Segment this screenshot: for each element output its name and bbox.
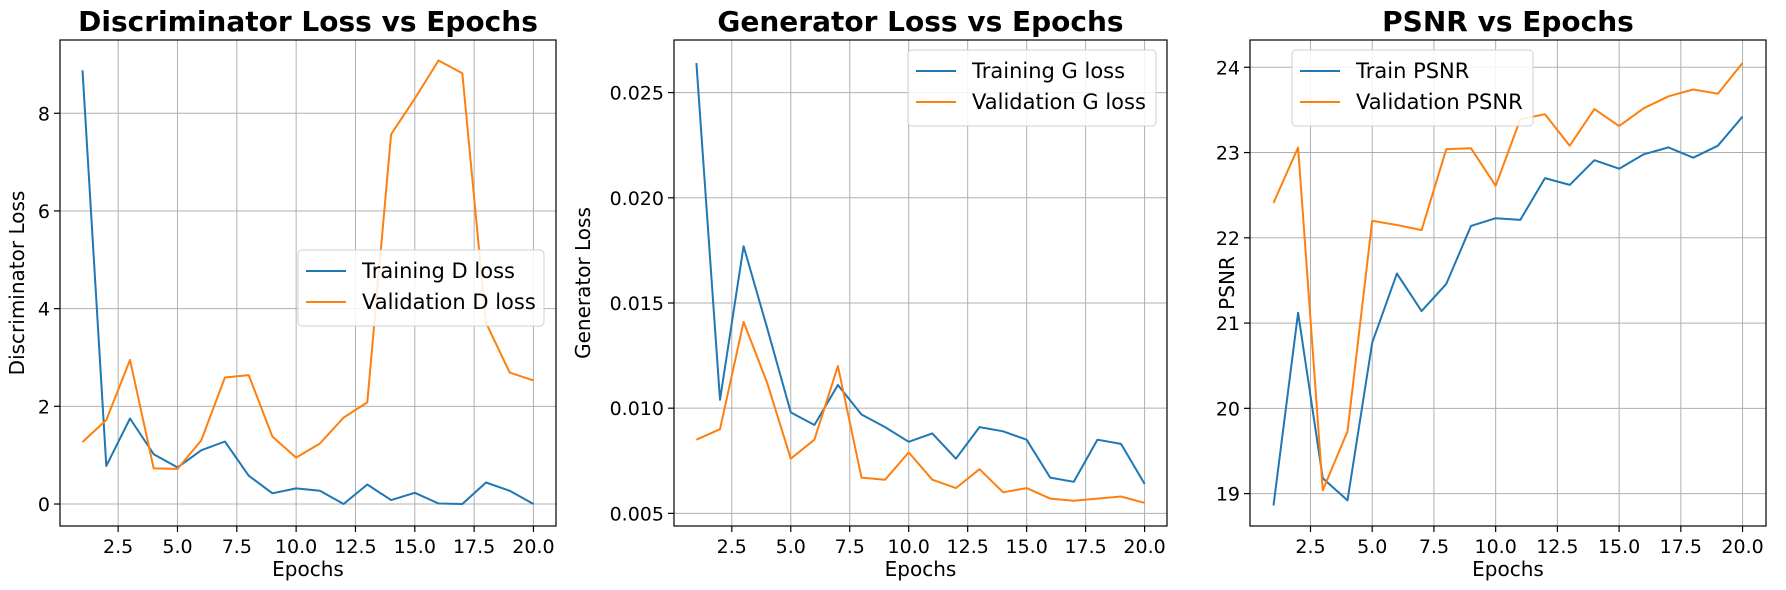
y-tick-label: 0.005 — [610, 503, 664, 525]
y-tick-label: 0.015 — [610, 293, 664, 315]
y-tick-label: 0 — [38, 494, 50, 516]
x-tick-label: 2.5 — [103, 536, 133, 558]
y-tick-label: 8 — [38, 103, 50, 125]
x-tick-label: 5.0 — [162, 536, 192, 558]
x-tick-label: 17.5 — [1064, 536, 1106, 558]
x-tick-label: 20.0 — [1123, 536, 1165, 558]
y-tick-label: 6 — [38, 201, 50, 223]
x-tick-label: 7.5 — [835, 536, 865, 558]
legend-label-1: Training G loss — [971, 59, 1125, 83]
x-tick-label: 10.0 — [1474, 536, 1516, 558]
y-tick-label: 23 — [1216, 143, 1240, 165]
series-line-2 — [695, 320, 1145, 504]
legend-box — [297, 249, 545, 327]
x-tick-label: 17.5 — [453, 536, 495, 558]
chart-panel-3: 2.5 5.0 7.5 10.0 12.5 15.0 17.5 20.0 19 20 21 22 23 2… — [1215, 5, 1767, 581]
x-tick-label: 5.0 — [776, 536, 806, 558]
x-tick-label: 7.5 — [222, 536, 252, 558]
legend-box — [907, 49, 1157, 127]
plot-frame — [673, 39, 1168, 527]
x-tick-label: 17.5 — [1660, 536, 1702, 558]
plot-frame — [59, 39, 557, 527]
legend-label-1: Training D loss — [361, 259, 515, 283]
x-tick-label: 2.5 — [717, 536, 747, 558]
legend: Train PSNR Validation PSNR — [1291, 49, 1534, 127]
y-tick-label: 0.020 — [610, 188, 664, 210]
legend: Training D loss Validation D loss — [297, 249, 545, 327]
x-tick-label: 12.5 — [334, 536, 376, 558]
x-tick-label: 5.0 — [1357, 536, 1387, 558]
chart-title: PSNR vs Epochs — [1382, 5, 1634, 38]
series-line-2 — [1272, 62, 1744, 492]
y-tick-label: 2 — [38, 396, 50, 418]
y-tick-label: 22 — [1216, 228, 1240, 250]
y-tick-label: 0.010 — [610, 398, 664, 420]
y-axis-label: Generator Loss — [571, 207, 595, 359]
y-tick-label: 24 — [1216, 57, 1240, 79]
chart-title: Discriminator Loss vs Epochs — [78, 5, 538, 38]
plot-frame — [1249, 39, 1767, 527]
x-tick-label: 10.0 — [888, 536, 930, 558]
x-tick-label: 2.5 — [1295, 536, 1325, 558]
y-tick-label: 20 — [1216, 398, 1240, 420]
chart-panel-2: 2.5 5.0 7.5 10.0 12.5 15.0 17.5 20.0 0.005 0.010 0… — [571, 5, 1168, 581]
y-axis-label: PSNR — [1215, 256, 1239, 310]
x-tick-label: 7.5 — [1419, 536, 1449, 558]
x-tick-label: 20.0 — [512, 536, 554, 558]
y-axis-label: Discriminator Loss — [5, 191, 29, 376]
legend-label-1: Train PSNR — [1355, 59, 1469, 83]
legend-box — [1291, 49, 1534, 127]
x-axis-label: Epochs — [1472, 557, 1544, 581]
series-line-1 — [695, 63, 1146, 485]
y-tick-label: 0.025 — [610, 83, 664, 105]
series-line-1 — [1272, 116, 1744, 506]
y-tick-label: 4 — [38, 299, 50, 321]
legend-label-2: Validation G loss — [972, 90, 1146, 114]
x-tick-label: 15.0 — [1598, 536, 1640, 558]
y-tick-label: 19 — [1216, 484, 1240, 506]
chart-panel-1: 2.5 5.0 7.5 10.0 12.5 15.0 17.5 20.0 0 2 4 6 8 Discri… — [5, 5, 557, 581]
x-tick-label: 15.0 — [1005, 536, 1047, 558]
legend-label-2: Validation PSNR — [1356, 90, 1523, 114]
series-line-2 — [81, 59, 534, 470]
x-tick-label: 12.5 — [1536, 536, 1578, 558]
x-axis-label: Epochs — [272, 557, 344, 581]
legend-label-2: Validation D loss — [362, 290, 536, 314]
x-tick-label: 15.0 — [394, 536, 436, 558]
y-tick-label: 21 — [1216, 313, 1240, 335]
series-line-1 — [81, 70, 534, 505]
x-tick-label: 12.5 — [947, 536, 989, 558]
chart-title: Generator Loss vs Epochs — [717, 5, 1123, 38]
x-tick-label: 20.0 — [1721, 536, 1763, 558]
x-tick-label: 10.0 — [275, 536, 317, 558]
legend: Training G loss Validation G loss — [907, 49, 1157, 127]
x-axis-label: Epochs — [885, 557, 957, 581]
